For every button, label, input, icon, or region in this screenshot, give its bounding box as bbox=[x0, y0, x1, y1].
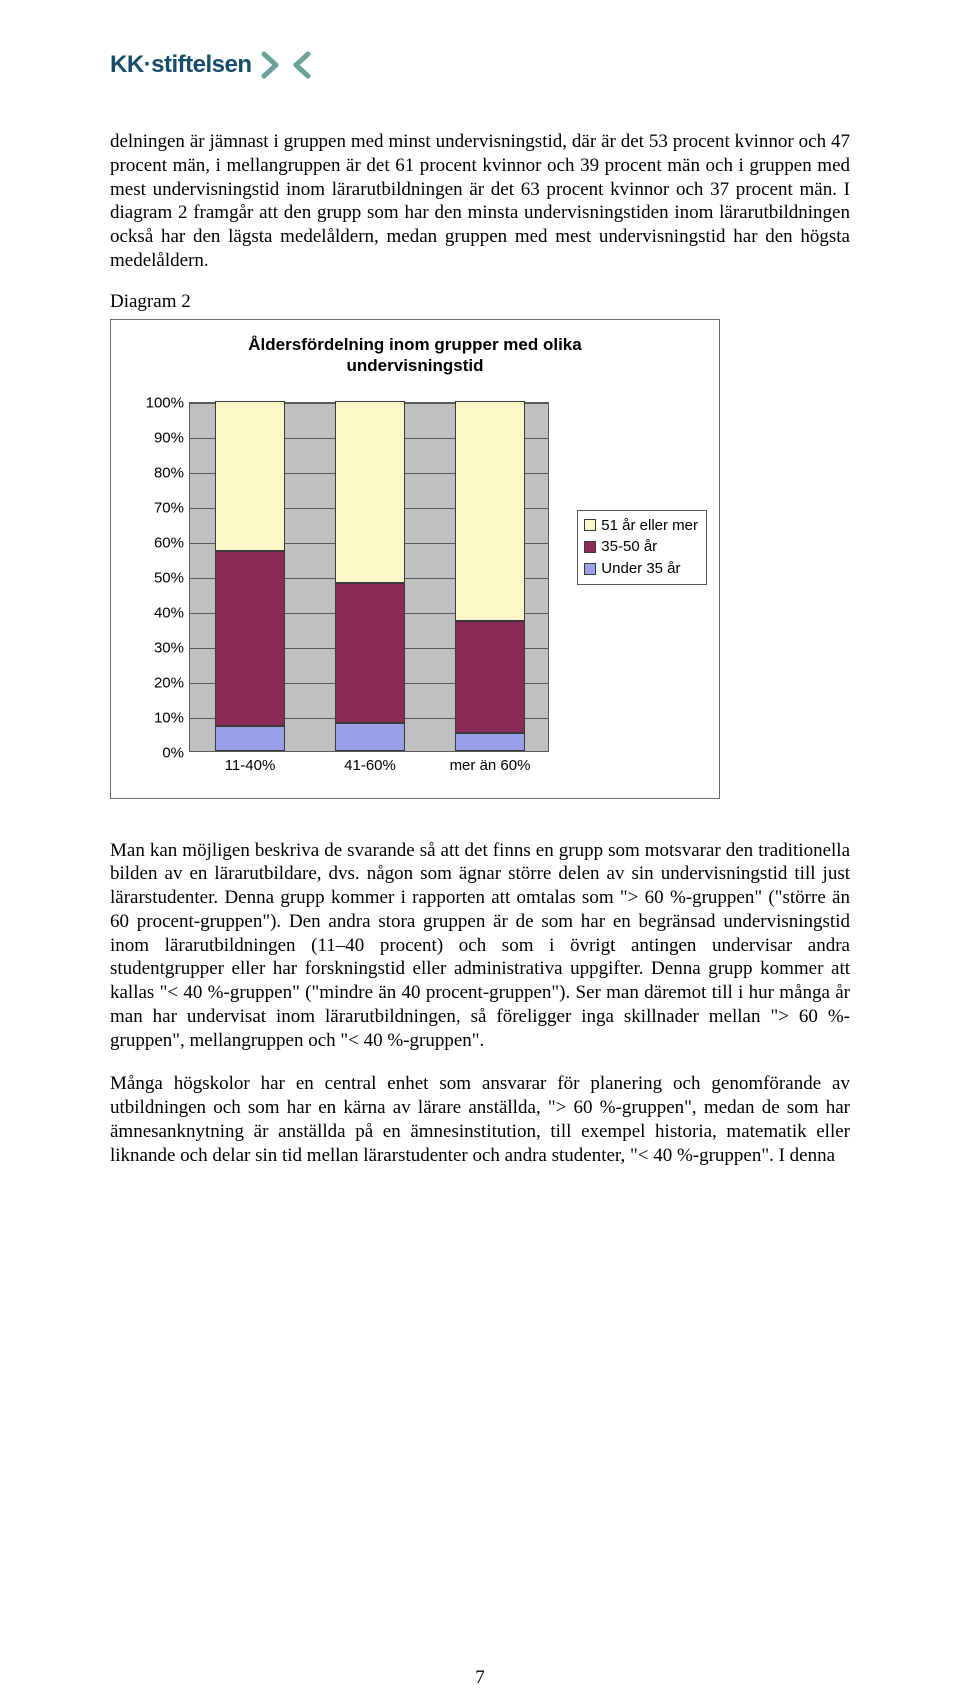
chart-ytick: 20% bbox=[154, 674, 184, 691]
logo-text: KK·stiftelsen bbox=[110, 51, 252, 79]
chart-bar-segment bbox=[455, 401, 525, 622]
legend-swatch bbox=[584, 519, 596, 531]
legend-swatch bbox=[584, 541, 596, 553]
logo-icon bbox=[260, 50, 312, 80]
intro-paragraph: delningen är jämnast i gruppen med minst… bbox=[110, 130, 850, 273]
chart-ytick: 40% bbox=[154, 604, 184, 621]
chart-title: Åldersfördelning inom grupper med olika … bbox=[111, 320, 719, 385]
chart-bar-segment bbox=[335, 723, 405, 751]
legend-item: Under 35 år bbox=[584, 558, 698, 580]
chart-ytick: 30% bbox=[154, 639, 184, 656]
chart-bar-segment bbox=[335, 401, 405, 583]
chart-ytick: 80% bbox=[154, 464, 184, 481]
chart-legend: 51 år eller mer35-50 årUnder 35 år bbox=[577, 510, 707, 585]
chart-bar-segment bbox=[215, 726, 285, 751]
chart-bar-segment bbox=[215, 551, 285, 726]
chart-plot-area: 0%10%20%30%40%50%60%70%80%90%100%11-40%4… bbox=[189, 402, 549, 752]
body-paragraph-2: Många högskolor har en central enhet som… bbox=[110, 1072, 850, 1167]
chart-bar-segment bbox=[215, 401, 285, 552]
chart-bar-segment bbox=[455, 733, 525, 751]
chart-xtick: 11-40% bbox=[225, 757, 276, 774]
logo: KK·stiftelsen bbox=[110, 50, 850, 80]
chart-ytick: 50% bbox=[154, 569, 184, 586]
chart-xtick: 41-60% bbox=[344, 757, 396, 774]
page-number: 7 bbox=[475, 1667, 485, 1689]
legend-label: Under 35 år bbox=[601, 558, 680, 580]
chart-xtick: mer än 60% bbox=[450, 757, 531, 774]
legend-label: 51 år eller mer bbox=[601, 515, 698, 537]
chart-container: Åldersfördelning inom grupper med olika … bbox=[110, 319, 720, 799]
chart-bar-segment bbox=[335, 583, 405, 723]
legend-item: 51 år eller mer bbox=[584, 515, 698, 537]
chart-ytick: 100% bbox=[146, 394, 184, 411]
legend-label: 35-50 år bbox=[601, 536, 657, 558]
legend-item: 35-50 år bbox=[584, 536, 698, 558]
chart-ytick: 10% bbox=[154, 709, 184, 726]
chart-bar-segment bbox=[455, 621, 525, 733]
chart-ytick: 60% bbox=[154, 534, 184, 551]
legend-swatch bbox=[584, 563, 596, 575]
chart-ytick: 90% bbox=[154, 429, 184, 446]
chart-ytick: 70% bbox=[154, 499, 184, 516]
diagram-label: Diagram 2 bbox=[110, 291, 850, 313]
chart-ytick: 0% bbox=[162, 744, 184, 761]
body-paragraph-1: Man kan möjligen beskriva de svarande så… bbox=[110, 839, 850, 1053]
